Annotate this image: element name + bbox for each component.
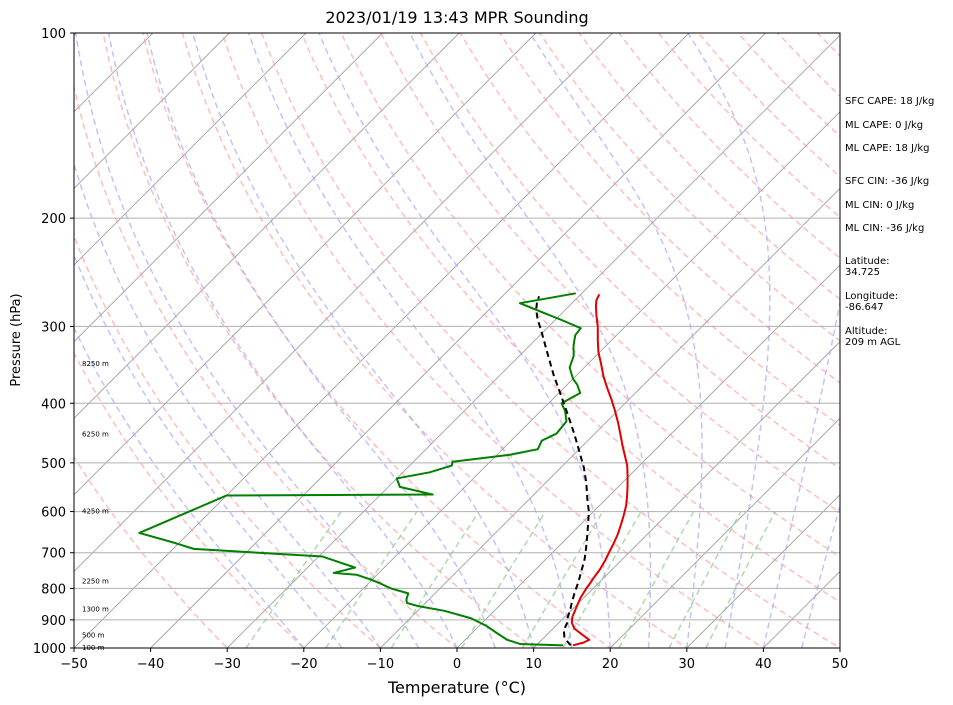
y-tick-label: 800 [41,582,66,597]
axes: −50 −40 −30 −20 −10 0 10 20 30 40 50 1000 900 800 700 6… [33,27,848,672]
x-tick-label: −20 [290,657,317,672]
isotherm-line [74,33,460,419]
altitude-label: Altitude: [845,326,887,337]
x-tick-label: −10 [367,657,394,672]
ml-cin-text: ML CIN: 0 J/kg [845,200,914,211]
isotherm-line [74,33,230,190]
moist-adiabat [687,33,771,648]
moist-adiabat [248,33,573,648]
isotherm-line [226,34,840,648]
sfc-cin-text: SFC CIN: -36 J/kg [845,176,929,187]
dry-adiabat [74,351,305,648]
moist-adiabat [800,503,840,648]
dry-adiabat [74,84,459,648]
mixing-ratio-line [562,511,642,648]
moist-adiabat [75,33,420,648]
dry-adiabat [181,33,689,648]
height-label: 8250 m [82,360,109,368]
y-tick-label: 500 [41,457,66,472]
y-tick-label: 1000 [33,642,66,657]
moist-adiabat [74,253,343,648]
dry-adiabat [221,33,765,648]
mixing-ratio-line [668,511,742,648]
x-tick-label: −50 [60,657,87,672]
ml-cape-text: ML CAPE: 0 J/kg [845,120,923,131]
moist-adiabat [74,161,382,648]
y-tick-label: 600 [41,506,66,521]
isotherm-line [74,33,383,343]
height-label: 4250 m [82,508,109,516]
dry-adiabat [102,33,535,648]
mixing-ratio-line [618,511,695,648]
dry-adiabat [459,33,840,427]
x-tick-label: 10 [525,657,542,672]
dry-adiabat [74,455,229,648]
x-tick-label: −30 [213,657,240,672]
y-axis-title: Pressure (hPa) [9,293,24,386]
x-tick-label: −40 [137,657,164,672]
longitude-label: Longitude: [845,291,898,302]
height-label: 2250 m [82,578,109,586]
x-tick-label: 0 [453,657,461,672]
isotherm-line [609,417,840,648]
isotherm-line [456,264,840,648]
y-tick-label: 400 [41,397,66,412]
latitude-value: 34.725 [845,267,880,278]
dry-adiabat [419,33,840,470]
dry-adiabat [578,33,840,301]
ml-cape-text-2: ML CAPE: 18 J/kg [845,143,929,154]
isotherm-line [74,33,307,266]
moist-adiabat [529,33,703,648]
isotherm-line [303,111,840,648]
temperature-trace [570,293,629,647]
x-tick-label: 20 [602,657,619,672]
isotherm-line [533,340,840,648]
y-tick-label: 200 [41,212,66,227]
x-axis-title: Temperature (°C) [387,678,526,697]
isotherm-line [74,33,613,573]
height-label: 500 m [82,632,105,640]
y-tick-label: 900 [41,614,66,629]
sounding-traces [138,292,629,647]
parcel-trace [535,295,590,646]
altitude-value: 209 m AGL [845,337,901,348]
y-tick-label: 300 [41,320,66,335]
moist-adiabat [762,297,840,648]
dewpoint-trace [138,292,582,647]
isotherm-line [74,33,690,648]
dry-adiabat [74,233,382,648]
height-label: 1300 m [82,605,109,613]
moist-adiabat [107,33,458,648]
stats-sidebar: SFC CAPE: 18 J/kg ML CAPE: 0 J/kg ML CAP… [845,96,934,348]
x-tick-label: 40 [755,657,772,672]
dry-adiabat [300,33,840,603]
x-tick-label: 50 [832,657,849,672]
y-tick-label: 100 [41,27,66,42]
y-tick-label: 700 [41,547,66,562]
moist-adiabat [191,33,535,648]
dry-adiabat [340,33,840,558]
ml-cin-text-2: ML CIN: -36 J/kg [845,223,924,234]
mixing-ratio-line [705,511,776,648]
longitude-value: -86.647 [845,302,884,313]
isotherm-line [74,33,537,496]
latitude-label: Latitude: [845,256,890,267]
sfc-cape-text: SFC CAPE: 18 J/kg [845,96,934,107]
height-label: 6250 m [82,431,109,439]
dry-adiabat [380,33,840,514]
moist-adiabat [409,33,652,648]
x-tick-label: 30 [679,657,696,672]
mixing-ratio-line [461,511,547,648]
chart-title: 2023/01/19 13:43 MPR Sounding [325,8,588,27]
isotherm-line [686,494,840,648]
isotherm-line [380,187,840,648]
